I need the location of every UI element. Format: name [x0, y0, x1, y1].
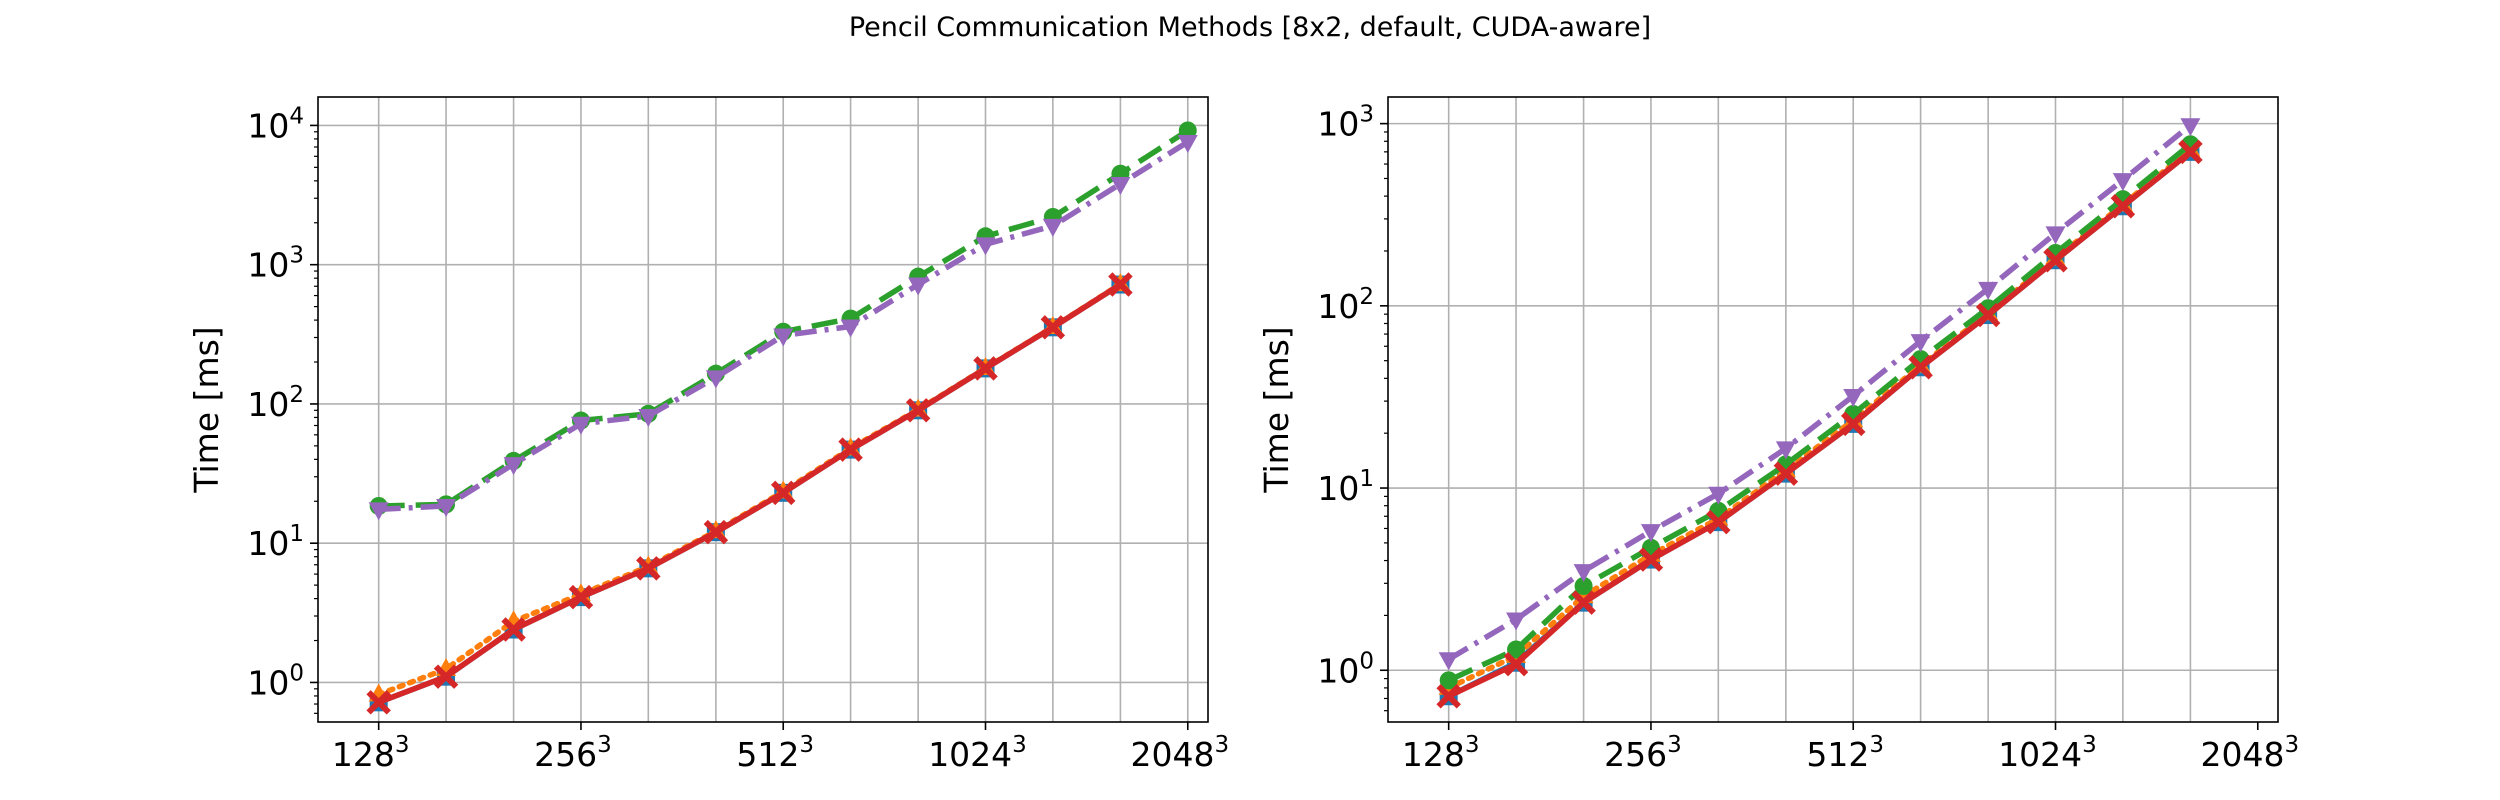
y-tick-label: 102 [1317, 284, 1374, 326]
x-tick-label: 5123 [736, 732, 814, 774]
data-point-purple [503, 457, 524, 476]
y-tick-label: 103 [247, 243, 304, 285]
data-point-red [1706, 509, 1731, 535]
left-chart: 100 101 102 103 104 1283 2563 5123 10243 20483 Tim… [187, 96, 1229, 774]
y-tick-label: 101 [1317, 466, 1374, 508]
data-point-red [366, 690, 391, 715]
data-point-purple [1177, 135, 1198, 154]
plot-frame [317, 96, 1209, 723]
data-point-red [1436, 684, 1461, 709]
series-line-orange [375, 281, 1124, 698]
x-tick-label: 20483 [1130, 732, 1229, 774]
data-point-red [1503, 651, 1529, 677]
data-point-purple [436, 498, 457, 517]
data-point-purple [1910, 334, 1931, 353]
data-point-purple [2112, 173, 2133, 192]
y-axis-title: Time [ms] [1257, 326, 1296, 493]
data-point-red [568, 584, 594, 610]
data-point-red [703, 519, 729, 545]
x-tick-label: 1283 [332, 732, 410, 774]
data-point-purple [1573, 564, 1594, 583]
data-point-purple [1438, 652, 1459, 671]
x-tick-label: 10243 [1998, 732, 2097, 774]
data-point-green [1574, 577, 1593, 596]
data-point-purple [638, 408, 659, 427]
right-chart: 100 101 102 103 1283 2563 5123 10243 20483 Time [… [1257, 96, 2299, 774]
data-point-green [1178, 121, 1197, 140]
data-point-red [1638, 547, 1664, 572]
data-point-purple [2180, 118, 2201, 137]
data-point-red [838, 437, 863, 462]
data-point-red [1571, 590, 1596, 615]
data-point-purple [1506, 612, 1527, 631]
data-point-purple [1775, 441, 1796, 460]
y-axis-title: Time [ms] [187, 326, 226, 493]
data-point-red [770, 480, 796, 506]
data-point-red [1908, 355, 1933, 380]
data-point-green [1439, 671, 1458, 690]
data-point-red [1975, 302, 2001, 328]
series-line-green [1447, 142, 2193, 683]
x-tick-label: 1283 [1402, 732, 1480, 774]
data-point-red [905, 398, 931, 423]
data-point-purple [1708, 486, 1729, 505]
y-tick-label: 101 [247, 521, 304, 563]
data-point-red [1108, 272, 1133, 297]
data-point-purple [1978, 281, 1999, 300]
data-point-purple [1042, 218, 1063, 237]
data-point-purple [570, 416, 591, 435]
data-point-purple [368, 502, 389, 521]
data-point-purple [705, 370, 726, 389]
y-tick-label: 103 [1317, 102, 1374, 144]
x-tick-label: 20483 [2200, 732, 2299, 774]
y-tick-label: 100 [247, 660, 304, 702]
y-tick-label: 104 [247, 103, 304, 145]
data-point-red [1773, 461, 1799, 486]
data-point-purple [975, 237, 996, 256]
data-point-red [1840, 411, 1866, 437]
data-point-purple [1640, 524, 1661, 543]
data-point-purple [908, 277, 929, 296]
data-point-purple [773, 328, 794, 347]
plot-frame [1387, 96, 2279, 723]
data-point-purple [1843, 389, 1864, 408]
y-tick-label: 100 [1317, 648, 1374, 690]
data-point-red [2110, 194, 2136, 219]
data-point-red [2043, 247, 2068, 273]
x-tick-label: 2563 [1604, 732, 1682, 774]
data-point-red [1040, 315, 1066, 340]
x-tick-label: 2563 [534, 732, 612, 774]
x-tick-label: 5123 [1806, 732, 1884, 774]
x-tick-label: 10243 [928, 732, 1027, 774]
data-point-purple [1110, 176, 1131, 195]
data-point-red [973, 356, 998, 381]
data-point-purple [840, 319, 861, 338]
figure-title: Pencil Communication Methods [8x2, defau… [848, 12, 1652, 43]
data-point-red [501, 617, 526, 642]
data-point-red [2178, 139, 2203, 165]
series-line-purple [1447, 123, 2193, 662]
data-point-red [636, 556, 661, 581]
data-point-green [1507, 640, 1526, 659]
data-point-purple [2045, 226, 2066, 245]
data-point-red [433, 664, 459, 689]
y-tick-label: 102 [247, 382, 304, 424]
